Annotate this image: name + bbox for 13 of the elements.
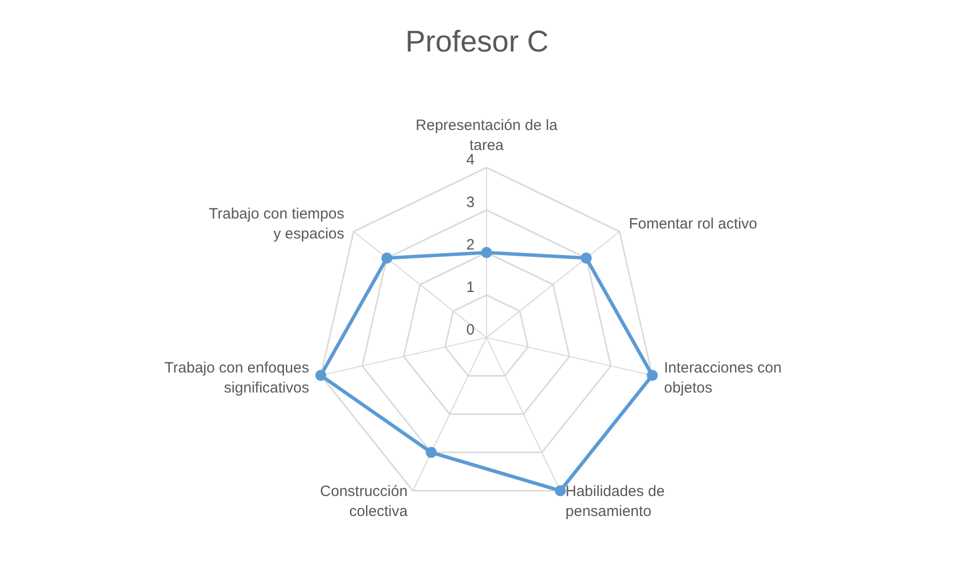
y-tick-label: 0 bbox=[466, 322, 475, 339]
spoke-label: Representación de la tarea bbox=[416, 117, 558, 154]
spoke-label: Trabajo con tiempos y espacios bbox=[208, 206, 344, 243]
spoke-label: Trabajo con enfoques significativos bbox=[164, 360, 310, 397]
spoke-label: Construcción colectiva bbox=[320, 483, 408, 520]
y-tick-label: 4 bbox=[466, 152, 475, 169]
chart-title: Profesor C bbox=[405, 26, 549, 58]
spoke-label: Habilidades de pensamiento bbox=[566, 483, 665, 520]
spoke-label: Fomentar rol activo bbox=[628, 216, 758, 233]
spoke-label: Interacciones con objetos bbox=[664, 360, 782, 397]
y-tick-label: 3 bbox=[466, 194, 475, 212]
y-tick-label: 1 bbox=[466, 279, 475, 296]
y-tick-label: 2 bbox=[466, 236, 475, 254]
